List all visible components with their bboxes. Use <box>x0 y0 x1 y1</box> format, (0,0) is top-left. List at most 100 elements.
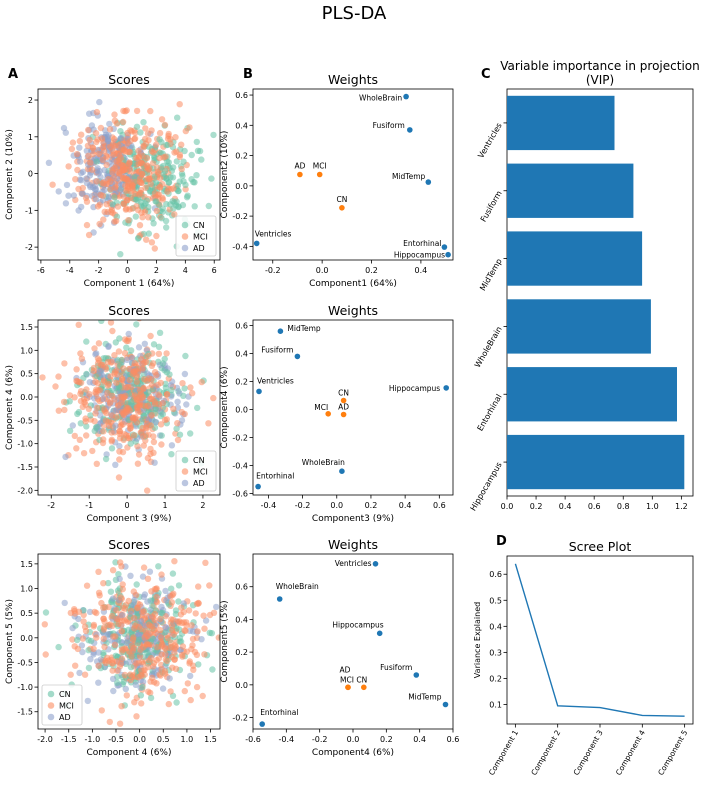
score-point-mci <box>126 365 133 373</box>
score-point-ad <box>144 370 151 377</box>
score-point-cn <box>159 205 166 212</box>
score-point-mci <box>164 634 171 642</box>
score-point-mci <box>80 618 87 625</box>
score-point-mci <box>89 144 97 152</box>
score-point-mci <box>139 152 146 160</box>
score-point-mci <box>81 399 88 406</box>
score-point-mci <box>174 420 181 427</box>
weight-point-wholebrain <box>339 468 345 475</box>
score-point-mci <box>123 205 130 212</box>
score-point-mci <box>153 680 160 687</box>
legend-label-ad: AD <box>59 713 71 722</box>
score-point-mci <box>146 175 153 182</box>
score-point-mci <box>104 389 111 397</box>
score-point-mci <box>144 454 152 462</box>
score-point-mci <box>117 393 124 401</box>
y-tick-label: -0.5 <box>17 658 33 667</box>
score-point-mci <box>103 180 110 188</box>
y-tick-label: -0.2 <box>232 434 248 443</box>
legend-marker-ad <box>47 713 55 721</box>
score-point-ad <box>70 192 78 199</box>
score-point-mci <box>164 188 171 195</box>
score-point-mci <box>153 598 161 606</box>
legend-marker-mci <box>47 702 55 709</box>
score-point-mci <box>102 417 110 424</box>
score-point-mci <box>177 611 185 618</box>
score-point-ad <box>158 603 165 611</box>
score-point-mci <box>100 428 107 435</box>
score-point-mci <box>186 124 193 131</box>
score-point-mci <box>103 201 110 208</box>
score-point-ad <box>105 193 112 200</box>
score-point-mci <box>125 217 132 224</box>
x-tick-label: 1.0 <box>181 735 194 744</box>
weight-label-fusiform: Fusiform <box>380 663 412 672</box>
score-point-mci <box>125 177 132 185</box>
score-point-mci <box>115 348 123 355</box>
y-tick-label: 0.2 <box>235 648 248 657</box>
score-point-cn <box>196 147 204 155</box>
score-point-mci <box>123 406 130 414</box>
vip-bar-midtemp <box>507 231 643 286</box>
scree-x-label: Component 5 <box>656 728 689 777</box>
score-point-mci <box>185 607 193 614</box>
score-point-mci <box>195 583 202 590</box>
axes-frame <box>506 555 694 725</box>
score-point-mci <box>170 185 177 192</box>
score-point-ad <box>98 371 106 379</box>
score-point-mci <box>90 621 98 629</box>
score-point-mci <box>157 379 164 387</box>
score-point-mci <box>199 692 206 700</box>
score-point-cn <box>105 579 112 587</box>
weight-point-fusiform <box>407 127 413 133</box>
vip-bar-fusiform <box>507 163 634 218</box>
chart-weights-1: -0.2 0.0 0.2 0.4 -0.4 -0.2 0.0 0.2 0.4 0.6 Weights… <box>220 72 454 289</box>
score-point-mci <box>111 641 119 648</box>
y-tick-label: 1.0 <box>20 346 33 355</box>
score-point-mci <box>119 604 127 611</box>
legend-label-mci: MCI <box>193 233 208 242</box>
score-point-ad <box>69 624 76 632</box>
weight-point-cn <box>361 684 367 691</box>
x-tick-label: -6 <box>37 266 45 275</box>
score-point-cn <box>131 174 138 181</box>
weight-point-fusiform <box>413 672 420 678</box>
score-point-mci <box>91 418 98 425</box>
score-point-ad <box>86 172 94 179</box>
score-point-mci <box>210 609 218 616</box>
score-point-mci <box>72 176 79 183</box>
score-point-cn <box>175 598 182 605</box>
weight-point-hippocampus <box>445 251 451 258</box>
score-point-mci <box>67 671 74 678</box>
score-point-mci <box>186 658 193 665</box>
score-point-cn <box>162 217 170 225</box>
weight-label-cn: CN <box>356 675 367 684</box>
score-point-ad <box>162 623 169 631</box>
score-point-mci <box>73 366 80 373</box>
score-point-mci <box>202 559 209 566</box>
score-point-cn <box>176 431 184 438</box>
score-point-mci <box>121 350 129 357</box>
score-point-cn <box>210 131 217 139</box>
score-point-mci <box>103 654 111 661</box>
x-axis-label: Component 3 (9%) <box>87 514 172 524</box>
y-axis-label: Variance Explained <box>473 602 482 678</box>
score-point-ad <box>168 442 176 449</box>
score-point-cn <box>156 136 163 143</box>
score-point-mci <box>92 130 100 137</box>
score-point-mci <box>134 604 141 611</box>
score-point-ad <box>141 340 148 347</box>
score-point-cn <box>181 147 188 155</box>
score-point-ad <box>105 131 112 139</box>
weight-label-mci: MCI <box>340 675 354 684</box>
weight-point-cn <box>340 397 347 404</box>
x-tick-label: 0 <box>125 501 130 510</box>
score-point-mci <box>100 216 107 223</box>
score-point-mci <box>77 390 84 397</box>
score-point-mci <box>140 644 147 651</box>
score-point-mci <box>155 391 162 398</box>
score-point-ad <box>86 379 94 386</box>
score-point-ad <box>135 344 143 351</box>
score-point-mci <box>93 460 101 467</box>
legend-marker-cn <box>181 456 189 464</box>
